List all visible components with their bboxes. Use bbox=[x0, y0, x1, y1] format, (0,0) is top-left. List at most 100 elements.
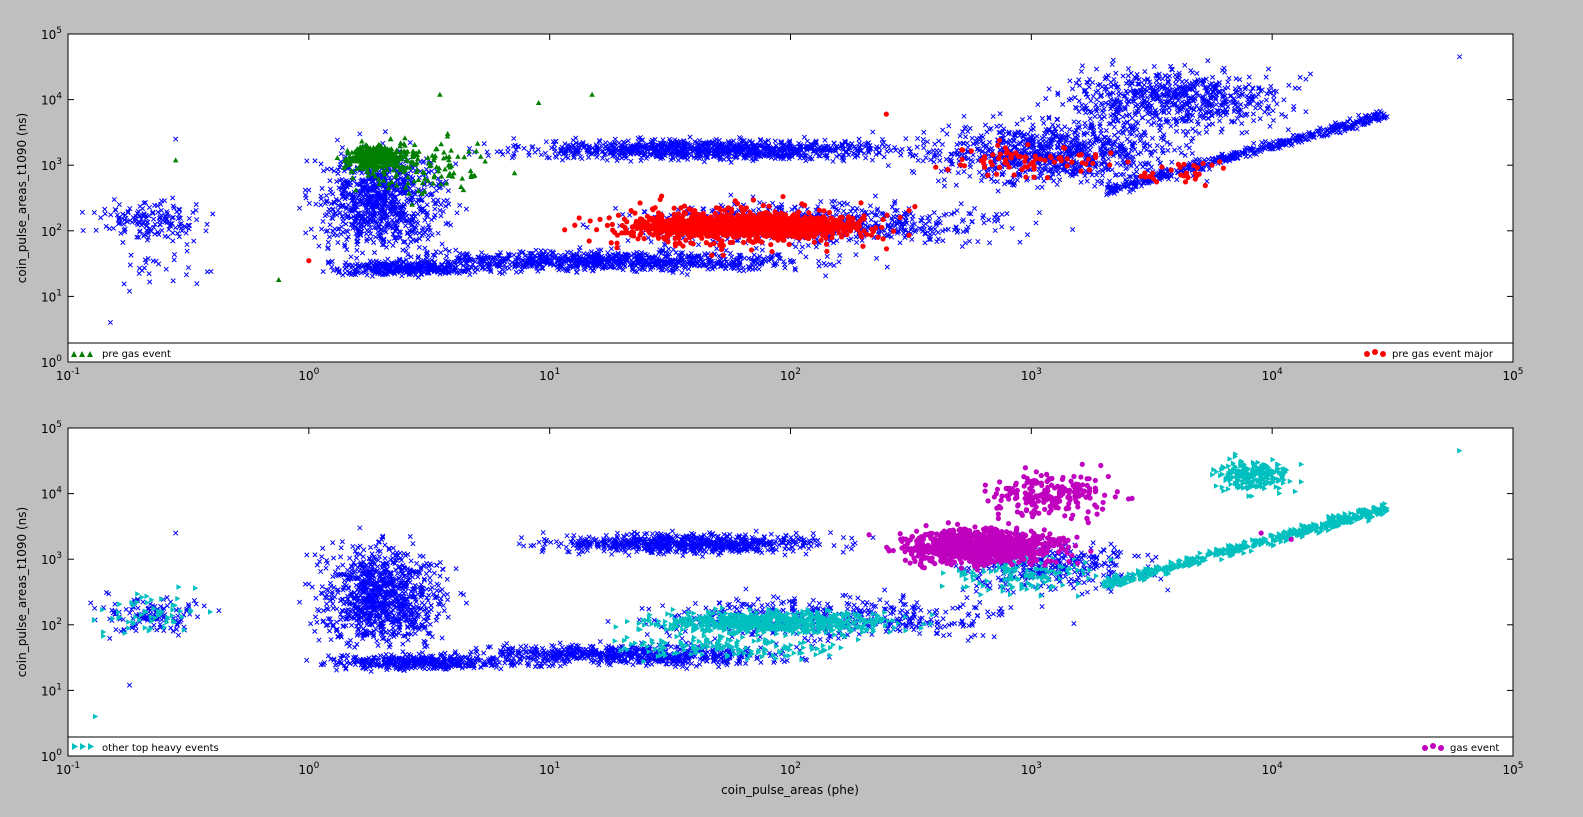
top-series-0-point bbox=[127, 262, 133, 268]
top-series-0-point bbox=[348, 254, 354, 260]
top-series-0-point bbox=[428, 217, 435, 223]
top-series-0-point bbox=[404, 199, 410, 205]
top-series-0-point bbox=[306, 200, 312, 206]
top-series-0-point bbox=[410, 237, 416, 243]
top-series-0-point bbox=[422, 245, 428, 251]
top-series-0-point bbox=[146, 271, 152, 277]
top-series-0-point bbox=[327, 178, 333, 184]
top-series-0-point bbox=[136, 234, 142, 240]
top-series-0-point bbox=[379, 218, 385, 224]
top-series-0-point bbox=[397, 233, 403, 239]
top-series-0-point bbox=[384, 214, 390, 220]
top-series-0-point bbox=[375, 229, 381, 235]
top-series-0-point bbox=[80, 228, 86, 234]
top-series-0-point bbox=[389, 212, 395, 218]
top-series-0-point bbox=[442, 246, 449, 252]
top-series-0-point bbox=[135, 208, 141, 214]
top-series-0-point bbox=[166, 226, 172, 233]
top-series-0-point bbox=[424, 226, 430, 232]
top-series-0-point bbox=[382, 209, 388, 215]
top-series-0-point bbox=[328, 201, 334, 207]
top-series-0-point bbox=[372, 234, 379, 240]
top-series-0-point bbox=[127, 218, 133, 224]
top-series-0-point bbox=[186, 226, 192, 232]
top-series-0-point bbox=[371, 240, 377, 246]
top-series-0-point bbox=[136, 270, 142, 276]
top-series-0-point bbox=[136, 265, 143, 271]
top-series-0-point bbox=[331, 168, 337, 174]
top-series-0-point bbox=[134, 234, 140, 240]
top-series-0-point bbox=[388, 198, 394, 204]
top-series-0-point bbox=[141, 212, 147, 218]
top-series-0-point bbox=[176, 234, 182, 240]
top-series-0-point bbox=[429, 191, 435, 197]
top-series-0-point bbox=[338, 186, 344, 192]
top-series-0-point bbox=[370, 212, 376, 218]
top-series-0-point bbox=[159, 227, 165, 233]
top-series-0-point bbox=[463, 206, 469, 212]
top-series-0-point bbox=[344, 228, 350, 234]
top-series-0-point bbox=[171, 257, 177, 263]
top-series-0-point bbox=[382, 129, 388, 135]
top-series-0-point bbox=[383, 229, 389, 235]
top-series-0-point bbox=[326, 234, 333, 240]
top-series-0-point bbox=[375, 189, 381, 195]
top-series-0-point bbox=[170, 238, 176, 244]
top-series-0-point bbox=[358, 229, 364, 235]
top-series-0-point bbox=[381, 237, 387, 243]
top-series-0-point bbox=[308, 226, 314, 232]
top-series-0-point bbox=[157, 214, 163, 220]
top-series-0-point bbox=[313, 201, 319, 207]
top-series-0-point bbox=[338, 151, 344, 157]
top-series-0-point bbox=[405, 243, 411, 249]
top-series-0-point bbox=[338, 159, 344, 165]
top-series-0-point bbox=[208, 268, 214, 275]
top-series-0-point bbox=[323, 228, 329, 234]
top-series-0-point bbox=[343, 206, 349, 212]
top-series-0-point bbox=[400, 209, 406, 215]
top-series-0-point bbox=[362, 218, 368, 224]
top-series-0-point bbox=[438, 202, 444, 208]
top-series-0-point bbox=[337, 177, 343, 183]
top-series-0-point bbox=[98, 215, 104, 221]
top-series-0-point bbox=[170, 195, 176, 201]
top-series-0-point bbox=[368, 193, 374, 199]
top-series-0-point bbox=[323, 192, 329, 199]
top-series-0-point bbox=[444, 197, 450, 203]
top-series-0-point bbox=[424, 212, 430, 218]
top-series-0-point bbox=[397, 217, 403, 223]
top-series-0-point bbox=[402, 218, 408, 224]
top-series-0-point bbox=[184, 241, 190, 248]
top-series-0-point bbox=[358, 225, 364, 231]
top-series-0-point bbox=[146, 204, 152, 211]
top-series-0-point bbox=[117, 219, 123, 225]
top-series-0-point bbox=[342, 243, 348, 249]
top-series-0-point bbox=[359, 170, 365, 176]
top-series-0-point bbox=[127, 206, 133, 212]
top-series-0-point bbox=[380, 224, 386, 230]
top-series-0-point bbox=[400, 247, 406, 253]
top-series-0-point bbox=[368, 186, 374, 193]
top-series-0-point bbox=[403, 223, 409, 229]
top-series-0-point bbox=[419, 197, 425, 203]
top-series-0-point bbox=[397, 229, 404, 235]
top-series-0-point bbox=[304, 158, 310, 164]
top-series-0-point bbox=[393, 238, 399, 244]
top-series-0-point bbox=[457, 202, 463, 208]
top-series-0-point bbox=[102, 211, 108, 217]
top-series-0-point bbox=[329, 215, 335, 221]
top-series-0-point bbox=[383, 195, 389, 201]
top-series-0-point bbox=[156, 232, 162, 238]
top-series-0-point bbox=[369, 219, 375, 225]
top-series-0-point bbox=[453, 161, 459, 167]
top-series-0-point bbox=[152, 221, 158, 227]
top-series-0-point bbox=[454, 210, 460, 216]
top-series-0-point bbox=[356, 213, 362, 219]
top-series-0-point bbox=[341, 178, 347, 184]
top-series-0-point bbox=[184, 248, 190, 254]
top-series-0-point bbox=[445, 188, 451, 194]
top-series-0-point bbox=[440, 208, 446, 215]
top-series-0-point bbox=[171, 252, 178, 258]
top-series-0-point bbox=[137, 228, 143, 234]
top-series-0-point bbox=[324, 211, 330, 218]
